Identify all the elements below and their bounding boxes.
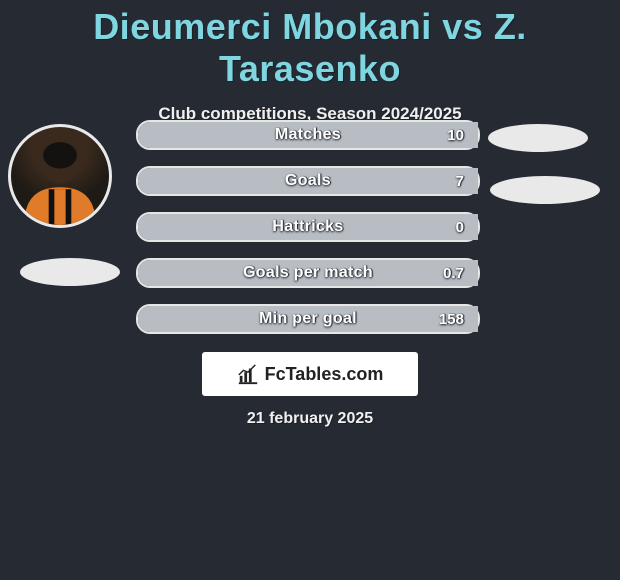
page-title: Dieumerci Mbokani vs Z. Tarasenko: [0, 0, 620, 90]
stat-value: 0: [456, 214, 464, 240]
stat-row-matches: Matches 10: [136, 120, 480, 150]
stat-value: 7: [456, 168, 464, 194]
stats-rows: Matches 10 Goals 7 Hattricks 0 Goals per…: [136, 120, 480, 350]
stat-row-goals: Goals 7: [136, 166, 480, 196]
source-logo: FcTables.com: [202, 352, 418, 396]
stat-row-min-per-goal: Min per goal 158: [136, 304, 480, 334]
bar-chart-icon: [237, 363, 259, 385]
stat-label: Goals: [138, 168, 478, 194]
player2-name-placeholder: [490, 176, 600, 204]
stat-row-hattricks: Hattricks 0: [136, 212, 480, 242]
stat-value: 0.7: [443, 260, 464, 286]
stat-value: 158: [439, 306, 464, 332]
player1-name-placeholder: [20, 258, 120, 286]
player1-avatar-image: [11, 127, 109, 225]
stat-row-goals-per-match: Goals per match 0.7: [136, 258, 480, 288]
player2-avatar-placeholder: [488, 124, 588, 152]
stat-value: 10: [447, 122, 464, 148]
stat-label: Hattricks: [138, 214, 478, 240]
stat-label: Goals per match: [138, 260, 478, 286]
stat-label: Min per goal: [138, 306, 478, 332]
source-logo-text: FcTables.com: [265, 364, 384, 385]
player1-avatar: [8, 124, 112, 228]
stat-label: Matches: [138, 122, 478, 148]
date: 21 february 2025: [0, 410, 620, 428]
